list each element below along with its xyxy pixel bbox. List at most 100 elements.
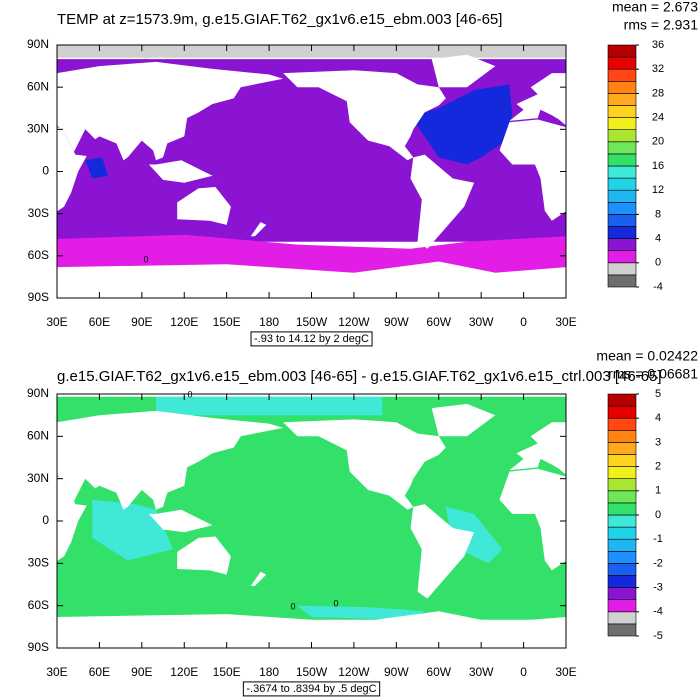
colorbar-box	[607, 526, 637, 540]
colorbar-box	[607, 466, 637, 480]
land	[509, 73, 566, 126]
land	[283, 70, 446, 161]
x-tick-label: 120E	[170, 315, 198, 329]
colorbar-box	[607, 129, 637, 143]
land	[410, 154, 475, 249]
x-tick-label: 120W	[338, 665, 370, 679]
x-tick-label: 150E	[213, 315, 241, 329]
panel-title: TEMP at z=1573.9m, g.e15.GIAF.T62_gx1v6.…	[57, 11, 502, 28]
land	[250, 222, 267, 237]
statistic: rms = 2.931	[624, 17, 699, 33]
colorbar-box	[607, 623, 637, 637]
colorbar-box	[607, 226, 637, 239]
y-tick-label: 60S	[28, 598, 49, 612]
map-area	[57, 45, 566, 298]
x-tick-label: 120E	[170, 665, 198, 679]
y-tick-label: 90S	[28, 290, 49, 304]
ocean-field	[156, 396, 383, 416]
colorbar-box	[607, 563, 637, 576]
colorbar-label: 4	[655, 233, 661, 245]
ocean-field	[410, 84, 513, 165]
info-label: -.3674 to .8394 by .5 degC	[246, 683, 376, 695]
colorbar-box	[607, 429, 637, 443]
colorbar-label: 28	[652, 87, 664, 99]
colorbar-box	[607, 250, 637, 264]
y-tick-label: 30N	[27, 471, 49, 485]
info-box	[242, 681, 381, 697]
ocean-field	[85, 157, 108, 179]
panel-title: g.e15.GIAF.T62_gx1v6.e15_ebm.003 [46-65]…	[57, 368, 662, 385]
colorbar-box	[607, 214, 637, 227]
y-tick-label: 90S	[28, 640, 49, 654]
land	[499, 119, 566, 221]
colorbar-box	[607, 189, 637, 203]
ocean-field	[297, 605, 425, 620]
land	[57, 476, 87, 562]
colorbar-label: 36	[652, 39, 664, 51]
x-tick-label: 30E	[46, 665, 67, 679]
colorbar-box	[607, 238, 637, 252]
land	[250, 571, 267, 586]
colorbar-label: 5	[655, 388, 661, 400]
y-tick-label: 0	[42, 164, 49, 178]
x-tick-label: 120W	[338, 315, 370, 329]
colorbar-box	[607, 611, 637, 625]
colorbar-box	[607, 68, 637, 82]
colorbar-box	[607, 442, 637, 455]
land	[57, 410, 284, 510]
land	[177, 536, 231, 575]
colorbar-box	[607, 417, 637, 431]
x-tick-label: 60E	[89, 665, 110, 679]
colorbar-box	[607, 141, 637, 155]
y-tick-label: 30S	[28, 206, 49, 220]
info-label: -.93 to 14.12 by 2 degC	[254, 333, 369, 345]
contour-label: 0	[333, 598, 338, 608]
colorbar-box	[607, 550, 637, 564]
colorbar-label: -5	[653, 630, 663, 642]
land	[148, 509, 227, 533]
colorbar-label: -2	[653, 557, 663, 569]
colorbar-box	[607, 105, 637, 118]
land	[410, 504, 475, 599]
colorbar-label: 1	[655, 485, 661, 497]
x-tick-label: 0	[520, 315, 527, 329]
colorbar-label: 2	[655, 461, 661, 473]
land	[509, 422, 566, 475]
colorbar-label: -4	[653, 281, 663, 293]
colorbar-box	[607, 405, 637, 419]
y-tick-label: 60S	[28, 248, 49, 262]
colorbar-box	[607, 502, 637, 516]
y-tick-label: 30N	[27, 122, 49, 136]
colorbar-box	[607, 587, 637, 600]
colorbar-label: -3	[653, 582, 663, 594]
land	[177, 187, 231, 225]
statistic: rms = 0.06681	[608, 366, 698, 382]
colorbar-box	[607, 490, 637, 504]
map-area	[57, 396, 566, 648]
contour-label: 0	[143, 254, 148, 264]
colorbar-box	[607, 538, 637, 552]
colorbar-box	[607, 454, 637, 467]
x-tick-label: 90E	[131, 315, 152, 329]
x-tick-label: 30E	[555, 665, 576, 679]
y-tick-label: 90N	[27, 37, 49, 51]
land	[499, 468, 566, 571]
colorbar-label: -4	[653, 606, 663, 618]
y-tick-label: 60N	[27, 429, 49, 443]
colorbar-label: 20	[652, 136, 664, 148]
land	[431, 403, 496, 437]
statistic: mean = 2.673	[612, 0, 698, 15]
colorbar-label: 0	[655, 257, 661, 269]
colorbar-label: 8	[655, 208, 661, 220]
x-tick-label: 30E	[555, 315, 576, 329]
colorbar-box	[607, 393, 637, 407]
x-tick-label: 90W	[384, 315, 409, 329]
colorbar-box	[607, 117, 637, 130]
x-tick-label: 30E	[46, 315, 67, 329]
x-tick-label: 30W	[469, 315, 494, 329]
land	[283, 419, 446, 510]
x-tick-label: 30W	[469, 665, 494, 679]
x-tick-label: 150E	[213, 665, 241, 679]
land	[57, 261, 566, 298]
land	[57, 127, 87, 212]
